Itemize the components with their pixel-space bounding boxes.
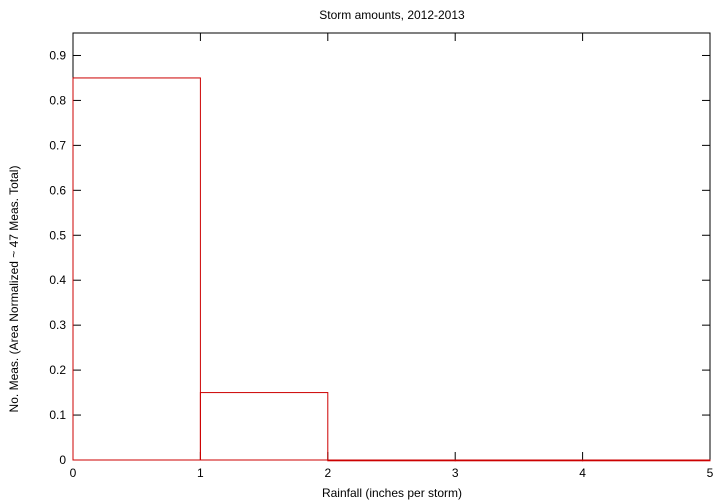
plot-area: 0 0.1 0.2 0.3 0.4 0.5 0.6 0.7 0.8 0.9 0 1 2 3 4 5 xyxy=(49,32,714,480)
y-tick-label: 0.6 xyxy=(49,183,66,197)
y-tick-label: 0.2 xyxy=(49,363,66,377)
y-tick-label: 0.7 xyxy=(49,138,66,152)
y-tick-label: 0.5 xyxy=(49,228,66,242)
histogram-bar-4 xyxy=(582,459,711,462)
y-tick-label: 0.1 xyxy=(49,408,66,422)
x-axis-label: Rainfall (inches per storm) xyxy=(322,486,462,500)
x-tick-label: 3 xyxy=(452,466,459,480)
plot-frame xyxy=(72,32,711,461)
histogram-bar-0 xyxy=(72,77,201,461)
x-tick-label: 5 xyxy=(707,466,714,480)
y-axis-label: No. Meas. (Area Normalized ~ 47 Meas. To… xyxy=(7,166,21,413)
y-tick-label: 0.4 xyxy=(49,273,66,287)
y-tick-label: 0.8 xyxy=(49,93,66,107)
histogram-bar-3 xyxy=(454,459,584,462)
x-tick-label: 0 xyxy=(70,466,77,480)
y-tick-label: 0 xyxy=(59,453,66,467)
x-tick-label: 2 xyxy=(324,466,331,480)
histogram-bar-1 xyxy=(199,392,329,461)
x-tick-label: 1 xyxy=(197,466,204,480)
x-tick-label: 4 xyxy=(579,466,586,480)
y-tick-label: 0.9 xyxy=(49,48,66,62)
histogram-bar-2 xyxy=(327,459,456,462)
y-tick-label: 0.3 xyxy=(49,318,66,332)
chart-title: Storm amounts, 2012-2013 xyxy=(319,8,465,22)
